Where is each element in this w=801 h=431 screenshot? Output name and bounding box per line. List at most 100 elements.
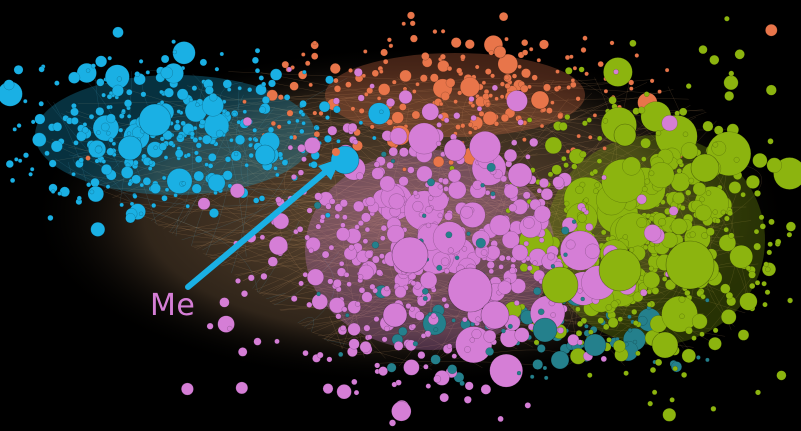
graph-node	[295, 118, 300, 124]
graph-node	[270, 120, 277, 127]
graph-node	[684, 289, 691, 297]
graph-node	[702, 120, 714, 132]
graph-node	[459, 380, 465, 386]
graph-node	[199, 58, 208, 67]
graph-node	[575, 306, 581, 312]
graph-node	[277, 94, 284, 101]
edge	[257, 220, 300, 294]
graph-node	[723, 75, 739, 91]
graph-node	[398, 147, 409, 158]
graph-node	[389, 127, 408, 145]
graph-node	[523, 240, 530, 247]
graph-node	[105, 184, 111, 189]
graph-node	[57, 191, 62, 196]
graph-node	[484, 68, 492, 75]
graph-node	[168, 140, 174, 147]
graph-node	[215, 129, 224, 138]
graph-node	[749, 282, 756, 290]
graph-node	[720, 209, 727, 216]
graph-node	[710, 405, 717, 412]
graph-node	[592, 168, 599, 175]
graph-node	[81, 126, 89, 134]
graph-node	[300, 112, 306, 117]
graph-node	[564, 54, 571, 61]
graph-node	[361, 212, 372, 223]
graph-node	[561, 155, 567, 162]
graph-node	[391, 401, 412, 422]
graph-node	[333, 77, 339, 84]
graph-node	[259, 234, 266, 241]
graph-node	[539, 177, 550, 188]
graph-node	[473, 126, 478, 131]
graph-node	[347, 322, 361, 336]
graph-node	[466, 231, 471, 236]
graph-node	[125, 213, 136, 224]
graph-node	[328, 244, 335, 251]
graph-node	[244, 162, 249, 168]
graph-node	[373, 316, 380, 322]
graph-node	[380, 151, 387, 158]
graph-node	[315, 223, 322, 230]
graph-node	[766, 249, 773, 256]
graph-node	[111, 141, 117, 147]
graph-node	[552, 176, 565, 189]
graph-node	[242, 116, 253, 127]
graph-node	[410, 323, 417, 330]
graph-node	[158, 142, 168, 151]
graph-node	[503, 148, 518, 163]
graph-node	[388, 43, 393, 49]
graph-node	[455, 326, 493, 364]
graph-node	[287, 144, 294, 151]
graph-node	[633, 320, 639, 326]
graph-node	[578, 66, 585, 73]
graph-node	[634, 53, 640, 58]
graph-node	[623, 370, 629, 376]
graph-node	[631, 308, 638, 315]
graph-node	[302, 350, 309, 357]
graph-node	[421, 52, 430, 61]
graph-node	[76, 195, 82, 201]
graph-node	[235, 277, 241, 284]
graph-node	[334, 203, 343, 212]
graph-node	[407, 166, 415, 174]
graph-node	[275, 196, 282, 204]
graph-node	[290, 173, 297, 180]
graph-node	[708, 337, 722, 351]
graph-node	[622, 156, 641, 176]
graph-node	[379, 235, 386, 241]
graph-node	[729, 245, 753, 269]
graph-node	[592, 113, 598, 118]
graph-node	[353, 389, 360, 396]
graph-node	[508, 203, 517, 213]
graph-node-large	[541, 266, 579, 304]
graph-node	[455, 124, 461, 130]
graph-node	[700, 294, 706, 300]
graph-node	[336, 139, 341, 144]
graph-node	[522, 191, 531, 200]
graph-node	[433, 375, 442, 383]
graph-node	[401, 21, 406, 26]
graph-node	[417, 351, 426, 359]
graph-node-large	[583, 333, 607, 357]
graph-node	[685, 189, 692, 196]
graph-node	[86, 182, 92, 188]
graph-node	[575, 330, 583, 337]
edge	[204, 234, 759, 276]
graph-node	[412, 341, 419, 347]
graph-node	[362, 238, 369, 244]
edge	[699, 219, 736, 322]
graph-node	[475, 237, 486, 249]
graph-node	[498, 254, 506, 262]
graph-node	[95, 55, 108, 68]
graph-node	[106, 104, 111, 110]
graph-node	[441, 296, 447, 303]
graph-node	[786, 231, 793, 238]
graph-node	[564, 113, 571, 120]
edge	[288, 209, 452, 330]
graph-node	[311, 52, 319, 60]
graph-node	[641, 156, 647, 162]
graph-node	[305, 60, 311, 66]
graph-node	[322, 383, 334, 394]
graph-node	[299, 100, 307, 108]
graph-node	[240, 290, 248, 298]
